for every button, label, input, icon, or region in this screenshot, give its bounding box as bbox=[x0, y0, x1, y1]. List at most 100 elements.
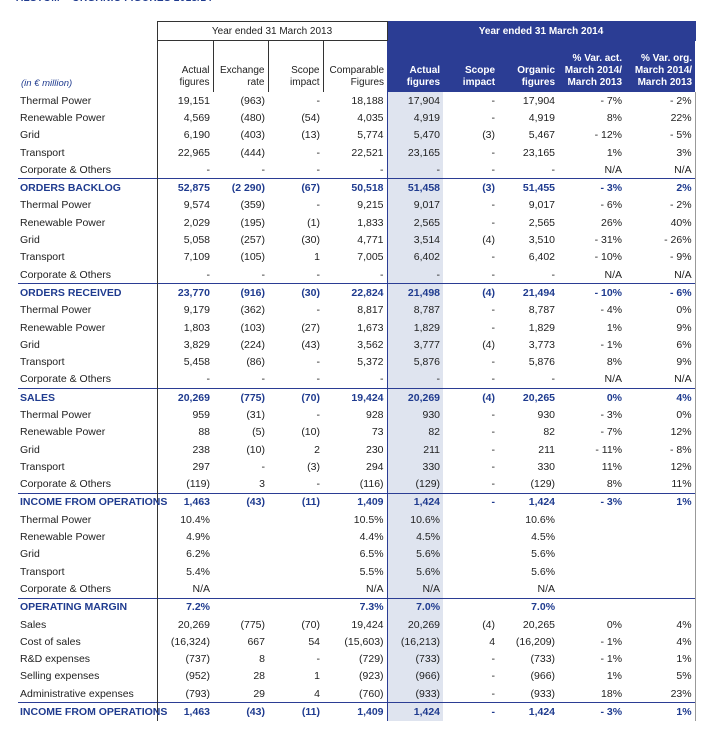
cell: - bbox=[261, 373, 266, 386]
unit-label: (in € million) bbox=[21, 78, 73, 89]
cell: 930 bbox=[537, 408, 556, 421]
cell: - 3% bbox=[558, 492, 626, 512]
row: Administrative expenses (793) 29 4 (760) (933… bbox=[18, 685, 696, 703]
cell bbox=[625, 545, 696, 564]
cell: - bbox=[261, 268, 266, 281]
row: Transport 22,965 (444) -22,521 23,165-23,165… bbox=[18, 143, 696, 162]
cell: 2 bbox=[314, 443, 320, 456]
row: Transport 5,458 (86) -5,372 5,876-5,876 8% 9% bbox=[18, 353, 696, 371]
cell: 5,467 bbox=[528, 129, 556, 142]
cell: (195) bbox=[240, 216, 265, 229]
figures-table: Year ended 31 March 2013 Year ended 31 M… bbox=[18, 21, 696, 721]
cell: 1,424 bbox=[498, 702, 559, 721]
cell: 9,017 bbox=[528, 199, 556, 212]
cell bbox=[558, 546, 625, 563]
cell: - bbox=[491, 321, 496, 334]
cell: 28 bbox=[253, 670, 265, 683]
cell: 20,269 bbox=[386, 388, 444, 407]
cell: - 4% bbox=[600, 304, 623, 317]
cell: - bbox=[491, 94, 496, 107]
cell: 1% bbox=[606, 670, 623, 683]
cell: 4,919 bbox=[528, 111, 556, 124]
row: Thermal Power 10.4% 10.5% 10.6% 10.6% bbox=[18, 511, 696, 529]
row-label: Thermal Power bbox=[20, 94, 92, 107]
row-label: Sales bbox=[20, 618, 47, 631]
cell: - 3% bbox=[558, 702, 626, 721]
cell: 18% bbox=[601, 687, 623, 700]
cell: (116) bbox=[359, 478, 384, 491]
cell: - 10% bbox=[594, 251, 623, 264]
cell: 3,514 bbox=[386, 231, 444, 249]
cell: (933) bbox=[530, 687, 556, 700]
cell: - bbox=[316, 653, 321, 666]
cell: (16,213) bbox=[386, 633, 444, 651]
cell: - 8% bbox=[625, 440, 696, 459]
cell: - bbox=[551, 163, 556, 176]
cell: 20,265 bbox=[522, 618, 556, 631]
cell: (105) bbox=[240, 251, 265, 264]
row-label: Corporate & Others bbox=[20, 268, 112, 281]
cell: - bbox=[261, 163, 266, 176]
total-row: INCOME FROM OPERATIONS 1,463 (43) (11) 1,409… bbox=[18, 492, 696, 512]
cell: - bbox=[380, 373, 384, 386]
cell bbox=[625, 597, 696, 616]
cell: 11% bbox=[625, 475, 696, 494]
cell: - bbox=[491, 687, 496, 700]
group-header: Year ended 31 March 2014 bbox=[386, 21, 696, 41]
cell: 3,562 bbox=[357, 338, 384, 351]
cell: 2% bbox=[625, 178, 696, 197]
cell: 1,409 bbox=[323, 492, 388, 512]
cell: 4,771 bbox=[357, 234, 384, 247]
cell: 6,190 bbox=[156, 126, 213, 144]
cell: 4.5% bbox=[386, 528, 444, 546]
cell: 19,151 bbox=[156, 92, 213, 110]
cell: (480) bbox=[240, 111, 265, 124]
cell: 11% bbox=[601, 460, 623, 473]
cell bbox=[443, 580, 498, 598]
cell: 1% bbox=[606, 146, 623, 159]
cell bbox=[443, 511, 498, 528]
cell: - bbox=[491, 163, 496, 176]
cell: 9,179 bbox=[156, 301, 213, 319]
cell: 7.2% bbox=[156, 597, 213, 616]
cell bbox=[268, 563, 323, 580]
row-label: Transport bbox=[20, 146, 65, 159]
row: Renewable Power 4,569 (480) (54) 4,035 4,919-… bbox=[18, 109, 696, 127]
cell: - bbox=[551, 373, 556, 386]
cell: (359) bbox=[240, 199, 265, 212]
cell: - bbox=[386, 265, 444, 284]
cell: 1% bbox=[606, 321, 623, 334]
cell: 211 bbox=[538, 443, 556, 456]
cell: (4) bbox=[482, 338, 496, 351]
cell: 9% bbox=[625, 353, 696, 371]
cell: (3) bbox=[307, 460, 320, 473]
cell: (27) bbox=[301, 321, 320, 334]
row-label: Corporate & Others bbox=[20, 373, 112, 386]
row: Corporate & Others N/A N/A N/A N/A bbox=[18, 580, 696, 599]
cell bbox=[443, 546, 498, 563]
cell: 52,875 bbox=[156, 178, 213, 197]
cell: (4) bbox=[482, 618, 496, 631]
cell: 22,824 bbox=[323, 283, 388, 302]
cell: (793) bbox=[156, 685, 213, 703]
cell bbox=[625, 528, 696, 546]
row-label: Grid bbox=[20, 234, 40, 247]
cell bbox=[558, 580, 625, 598]
cell: 22% bbox=[625, 109, 696, 127]
total-row: ORDERS BACKLOG 52,875 (2 290) (67) 50,518 51,… bbox=[18, 178, 696, 197]
cell: 0% bbox=[625, 301, 696, 319]
cell: (30) bbox=[268, 283, 323, 302]
cell: 7.0% bbox=[386, 597, 444, 616]
cell: (4) bbox=[443, 283, 499, 302]
cell: - bbox=[443, 702, 499, 721]
row-label: Thermal Power bbox=[20, 304, 92, 317]
cell: 8% bbox=[606, 111, 623, 124]
cell: - bbox=[491, 443, 496, 456]
cell: 7.3% bbox=[323, 597, 388, 616]
cell: (729) bbox=[359, 653, 384, 666]
cell: (733) bbox=[386, 650, 444, 668]
cell: - 26% bbox=[625, 231, 696, 249]
cell: - bbox=[491, 251, 496, 264]
cell: 5.6% bbox=[386, 563, 444, 581]
cell: 10.5% bbox=[353, 513, 384, 526]
